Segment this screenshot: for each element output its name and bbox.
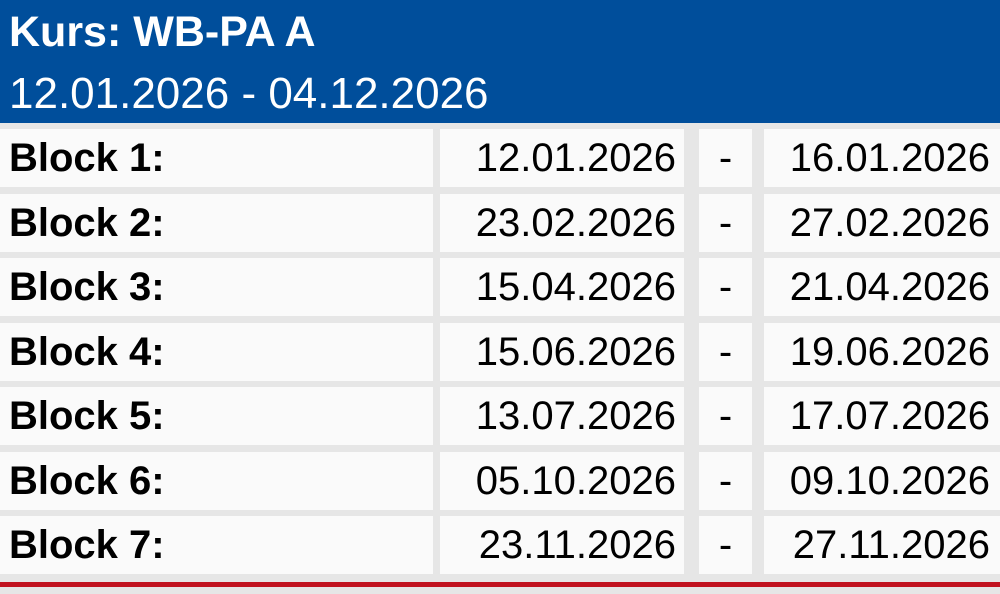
block-date-separator: -: [699, 516, 752, 574]
block-row: Block 4: 15.06.2026 - 19.06.2026: [0, 322, 1000, 381]
block-label: Block 5:: [0, 387, 433, 445]
block-row: Block 3: 15.04.2026 - 21.04.2026: [0, 258, 1000, 316]
block-end-date: 27.02.2026: [764, 193, 1000, 252]
block-row: Block 1: 12.01.2026 - 16.01.2026: [0, 129, 1000, 187]
block-row: Block 5: 13.07.2026 - 17.07.2026: [0, 387, 1000, 445]
block-end-date: 16.01.2026: [764, 129, 1000, 187]
block-date-separator: -: [699, 322, 752, 381]
block-start-date: 23.02.2026: [440, 193, 684, 252]
block-label: Block 7:: [0, 516, 433, 574]
block-date-separator: -: [699, 387, 752, 445]
block-date-separator: -: [699, 258, 752, 316]
block-row: Block 2: 23.02.2026 - 27.02.2026: [0, 193, 1000, 252]
block-label: Block 2:: [0, 193, 433, 252]
block-end-date: 27.11.2026: [764, 516, 1000, 574]
course-date-range: 12.01.2026 - 04.12.2026: [9, 69, 489, 118]
block-label: Block 3:: [0, 258, 433, 316]
block-start-date: 15.04.2026: [440, 258, 684, 316]
block-date-separator: -: [699, 129, 752, 187]
block-end-date: 19.06.2026: [764, 322, 1000, 381]
block-end-date: 21.04.2026: [764, 258, 1000, 316]
block-start-date: 12.01.2026: [440, 129, 684, 187]
block-start-date: 13.07.2026: [440, 387, 684, 445]
course-title: Kurs: WB-PA A: [9, 8, 316, 56]
block-row: Block 7: 23.11.2026 - 27.11.2026: [0, 516, 1000, 574]
bottom-divider: [0, 582, 1000, 587]
block-label: Block 6:: [0, 451, 433, 510]
block-end-date: 09.10.2026: [764, 451, 1000, 510]
block-date-separator: -: [699, 451, 752, 510]
block-label: Block 1:: [0, 129, 433, 187]
block-start-date: 05.10.2026: [440, 451, 684, 510]
block-row: Block 6: 05.10.2026 - 09.10.2026: [0, 451, 1000, 510]
block-date-separator: -: [699, 193, 752, 252]
course-header: Kurs: WB-PA A 12.01.2026 - 04.12.2026: [0, 0, 1000, 123]
block-label: Block 4:: [0, 322, 433, 381]
block-table: Block 1: 12.01.2026 - 16.01.2026 Block 2…: [0, 129, 1000, 581]
block-start-date: 15.06.2026: [440, 322, 684, 381]
block-end-date: 17.07.2026: [764, 387, 1000, 445]
block-start-date: 23.11.2026: [440, 516, 684, 574]
